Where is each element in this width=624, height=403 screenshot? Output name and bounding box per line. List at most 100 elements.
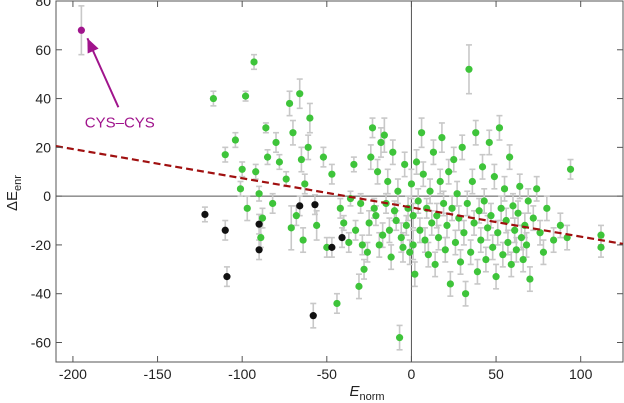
green-point [416,226,424,234]
green-point [289,129,297,137]
x-axis-title-sub: norm [359,391,384,403]
green-point [395,334,404,342]
green-point [392,216,400,225]
green-point [461,290,470,298]
green-point [497,204,505,212]
green-point [428,219,436,227]
green-point [394,187,402,195]
green-point [301,180,309,188]
green-point [287,224,295,232]
green-point [543,204,551,212]
green-point [263,153,272,161]
green-point [458,143,466,151]
green-point [384,177,392,186]
y-tick-label: 80 [35,0,51,9]
green-point [446,280,454,288]
x-tick-label: 50 [488,366,504,382]
green-point [489,243,497,251]
green-point [275,158,284,166]
green-point [424,251,432,259]
green-point [522,241,531,249]
x-tick-label: -100 [228,366,256,382]
green-point [328,170,336,178]
green-point [507,260,515,269]
cys-cys-label: CYS–CYS [85,114,155,131]
green-point [433,212,441,220]
green-point [231,136,240,144]
green-point [250,58,258,66]
black-point [296,202,304,210]
green-point [463,199,471,208]
green-point [407,180,416,188]
green-point [292,212,300,220]
green-point [209,94,218,103]
green-point [323,243,331,251]
green-point [236,185,245,193]
green-point [336,204,344,212]
green-point [272,138,280,147]
green-point [357,199,365,208]
green-point [340,219,348,227]
green-point [221,151,229,159]
green-point [380,131,388,139]
green-point [319,153,328,161]
y-axis-title: ΔEenr [4,175,24,211]
x-tick-label: 0 [408,366,416,382]
green-point [373,168,382,176]
green-point [351,226,360,234]
axes-frame [55,0,624,363]
green-point [499,251,507,259]
green-point [550,236,558,244]
green-point [285,99,294,108]
green-point [431,260,439,269]
green-point [402,221,410,230]
green-point [556,221,564,230]
green-point [313,221,321,230]
black-point [221,226,229,234]
green-point [490,173,498,181]
green-point [529,214,537,222]
green-point [426,187,434,195]
error-bars [78,5,604,351]
y-tick-label: 20 [35,139,51,155]
green-point [468,177,476,186]
green-point [460,229,468,237]
green-point [360,265,368,273]
green-point [439,199,448,208]
green-point [401,160,409,169]
green-point [445,168,453,176]
green-point [516,182,524,190]
green-point [429,148,438,156]
green-point [438,133,446,142]
green-point [297,155,306,164]
green-point [238,165,246,173]
green-point [448,204,456,212]
black-point [223,273,231,281]
plot-frame [55,0,624,363]
black-point [255,220,263,228]
green-point [533,185,541,193]
green-point [409,241,417,249]
green-point [483,224,492,232]
green-point [472,129,480,137]
fit-line [55,145,624,246]
green-point [363,248,372,256]
green-point [473,268,482,276]
green-point [477,236,485,244]
green-point [487,212,495,220]
green-point [257,234,265,242]
green-point [539,248,548,256]
green-point [511,226,519,234]
y-tick-label: -20 [31,237,51,253]
x-axis-title: Enorm [349,383,384,403]
green-point [436,177,444,186]
green-point [399,243,407,251]
green-point [385,226,394,234]
green-point [258,214,267,222]
green-point [241,92,250,100]
green-point [480,197,488,205]
green-point [456,258,465,266]
green-point [526,275,534,283]
green-point [269,199,277,208]
